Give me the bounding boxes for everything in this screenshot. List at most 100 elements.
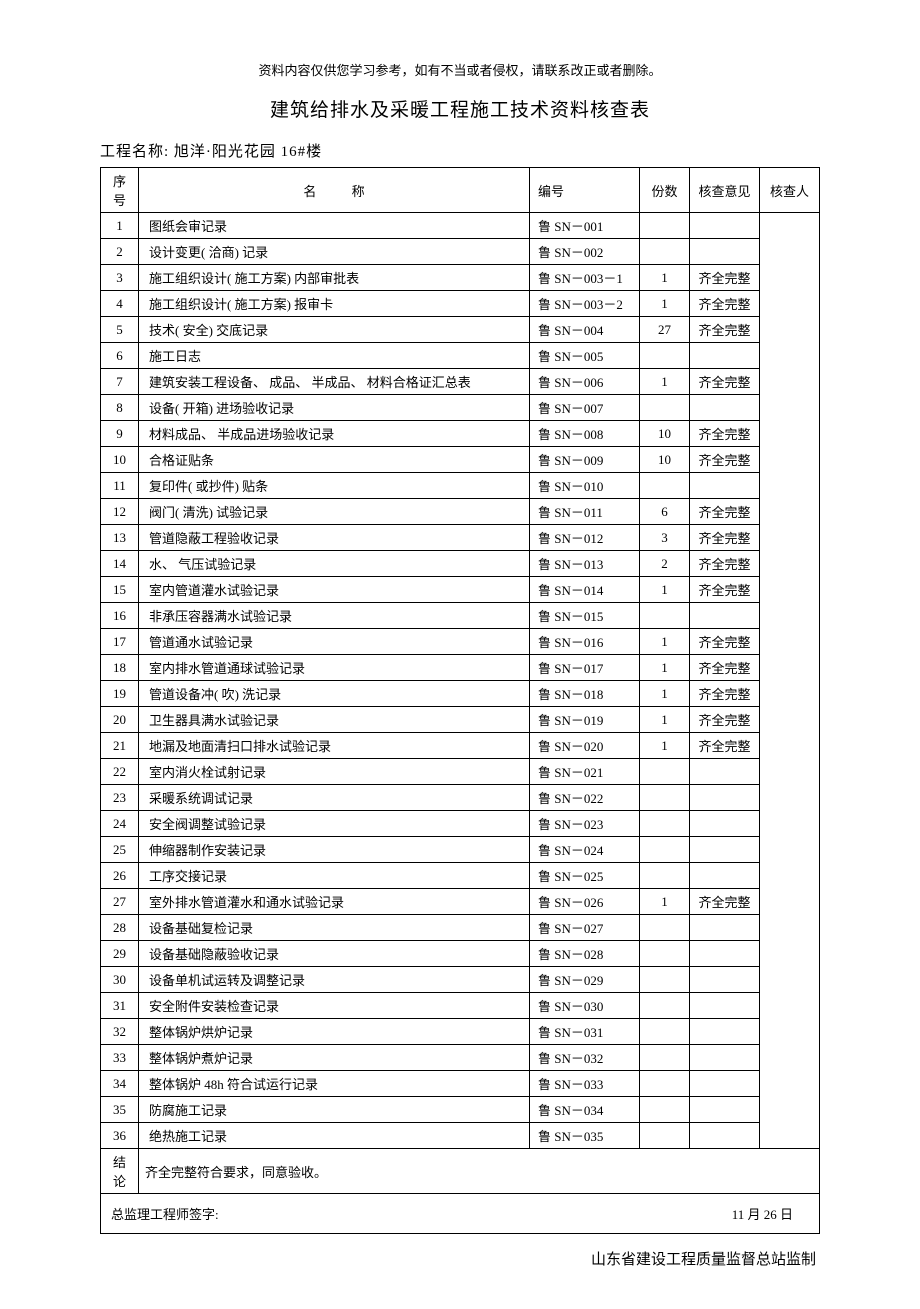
cell-seq: 10	[101, 447, 139, 473]
cell-code: 鲁 SN－015	[530, 603, 640, 629]
cell-seq: 30	[101, 967, 139, 993]
cell-code: 鲁 SN－017	[530, 655, 640, 681]
cell-count	[640, 1019, 690, 1045]
cell-seq: 8	[101, 395, 139, 421]
cell-count	[640, 785, 690, 811]
cell-name: 防腐施工记录	[139, 1097, 530, 1123]
cell-count: 10	[640, 447, 690, 473]
cell-code: 鲁 SN－025	[530, 863, 640, 889]
cell-opinion	[690, 343, 760, 369]
cell-opinion	[690, 395, 760, 421]
table-row: 26工序交接记录鲁 SN－025	[101, 863, 820, 889]
table-row: 5技术( 安全) 交底记录鲁 SN－00427齐全完整	[101, 317, 820, 343]
cell-seq: 23	[101, 785, 139, 811]
cell-code: 鲁 SN－005	[530, 343, 640, 369]
cell-name: 伸缩器制作安装记录	[139, 837, 530, 863]
cell-name: 建筑安装工程设备、 成品、 半成品、 材料合格证汇总表	[139, 369, 530, 395]
col-header-name: 名 称	[139, 168, 530, 213]
table-row: 10合格证贴条鲁 SN－00910齐全完整	[101, 447, 820, 473]
cell-opinion: 齐全完整	[690, 889, 760, 915]
cell-seq: 22	[101, 759, 139, 785]
cell-seq: 32	[101, 1019, 139, 1045]
cell-code: 鲁 SN－011	[530, 499, 640, 525]
table-row: 27室外排水管道灌水和通水试验记录鲁 SN－0261齐全完整	[101, 889, 820, 915]
cell-opinion	[690, 759, 760, 785]
cell-seq: 9	[101, 421, 139, 447]
sign-date: 11 月 26 日	[732, 1204, 813, 1223]
cell-name: 卫生器具满水试验记录	[139, 707, 530, 733]
cell-opinion: 齐全完整	[690, 317, 760, 343]
cell-code: 鲁 SN－002	[530, 239, 640, 265]
table-row: 34整体锅炉 48h 符合试运行记录鲁 SN－033	[101, 1071, 820, 1097]
cell-code: 鲁 SN－032	[530, 1045, 640, 1071]
table-row: 25伸缩器制作安装记录鲁 SN－024	[101, 837, 820, 863]
cell-code: 鲁 SN－009	[530, 447, 640, 473]
table-row: 18室内排水管道通球试验记录鲁 SN－0171齐全完整	[101, 655, 820, 681]
table-row: 21地漏及地面清扫口排水试验记录鲁 SN－0201齐全完整	[101, 733, 820, 759]
cell-code: 鲁 SN－024	[530, 837, 640, 863]
cell-opinion: 齐全完整	[690, 291, 760, 317]
conclusion-text: 齐全完整符合要求，同意验收。	[139, 1149, 820, 1194]
conclusion-row: 结论 齐全完整符合要求，同意验收。	[101, 1149, 820, 1194]
table-row: 7建筑安装工程设备、 成品、 半成品、 材料合格证汇总表鲁 SN－0061齐全完…	[101, 369, 820, 395]
cell-seq: 28	[101, 915, 139, 941]
cell-seq: 18	[101, 655, 139, 681]
sign-label: 总监理工程师签字:	[111, 1207, 219, 1222]
cell-name: 室外排水管道灌水和通水试验记录	[139, 889, 530, 915]
table-row: 19管道设备冲( 吹) 洗记录鲁 SN－0181齐全完整	[101, 681, 820, 707]
cell-name: 管道通水试验记录	[139, 629, 530, 655]
cell-seq: 33	[101, 1045, 139, 1071]
cell-count	[640, 603, 690, 629]
cell-name: 管道设备冲( 吹) 洗记录	[139, 681, 530, 707]
cell-code: 鲁 SN－012	[530, 525, 640, 551]
cell-seq: 19	[101, 681, 139, 707]
project-name-value: 旭洋·阳光花园 16#楼	[174, 144, 322, 160]
conclusion-label: 结论	[101, 1149, 139, 1194]
cell-code: 鲁 SN－008	[530, 421, 640, 447]
cell-count: 2	[640, 551, 690, 577]
cell-seq: 1	[101, 213, 139, 239]
cell-opinion: 齐全完整	[690, 629, 760, 655]
cell-code: 鲁 SN－033	[530, 1071, 640, 1097]
table-row: 15室内管道灌水试验记录鲁 SN－0141齐全完整	[101, 577, 820, 603]
cell-count	[640, 1045, 690, 1071]
cell-opinion	[690, 603, 760, 629]
cell-count: 1	[640, 291, 690, 317]
cell-count	[640, 1123, 690, 1149]
cell-seq: 36	[101, 1123, 139, 1149]
cell-seq: 29	[101, 941, 139, 967]
cell-count	[640, 395, 690, 421]
cell-seq: 17	[101, 629, 139, 655]
cell-count	[640, 915, 690, 941]
table-row: 20卫生器具满水试验记录鲁 SN－0191齐全完整	[101, 707, 820, 733]
cell-count	[640, 1071, 690, 1097]
cell-opinion	[690, 1019, 760, 1045]
cell-seq: 5	[101, 317, 139, 343]
cell-seq: 34	[101, 1071, 139, 1097]
cell-count: 1	[640, 707, 690, 733]
checklist-table: 序号 名 称 编号 份数 核查意见 核查人 1图纸会审记录鲁 SN－0012设计…	[100, 167, 820, 1234]
cell-opinion	[690, 993, 760, 1019]
project-name-line: 工程名称: 旭洋·阳光花园 16#楼	[100, 140, 820, 161]
cell-code: 鲁 SN－019	[530, 707, 640, 733]
table-row: 9材料成品、 半成品进场验收记录鲁 SN－00810齐全完整	[101, 421, 820, 447]
cell-opinion	[690, 967, 760, 993]
table-row: 32整体锅炉烘炉记录鲁 SN－031	[101, 1019, 820, 1045]
cell-name: 工序交接记录	[139, 863, 530, 889]
cell-code: 鲁 SN－016	[530, 629, 640, 655]
cell-seq: 24	[101, 811, 139, 837]
cell-opinion	[690, 213, 760, 239]
cell-opinion: 齐全完整	[690, 421, 760, 447]
cell-code: 鲁 SN－001	[530, 213, 640, 239]
table-row: 12阀门( 清洗) 试验记录鲁 SN－0116齐全完整	[101, 499, 820, 525]
cell-opinion	[690, 915, 760, 941]
cell-name: 安全阀调整试验记录	[139, 811, 530, 837]
cell-code: 鲁 SN－013	[530, 551, 640, 577]
cell-code: 鲁 SN－030	[530, 993, 640, 1019]
cell-opinion	[690, 239, 760, 265]
cell-name: 地漏及地面清扫口排水试验记录	[139, 733, 530, 759]
cell-count: 6	[640, 499, 690, 525]
cell-seq: 15	[101, 577, 139, 603]
cell-name: 复印件( 或抄件) 贴条	[139, 473, 530, 499]
table-row: 36绝热施工记录鲁 SN－035	[101, 1123, 820, 1149]
